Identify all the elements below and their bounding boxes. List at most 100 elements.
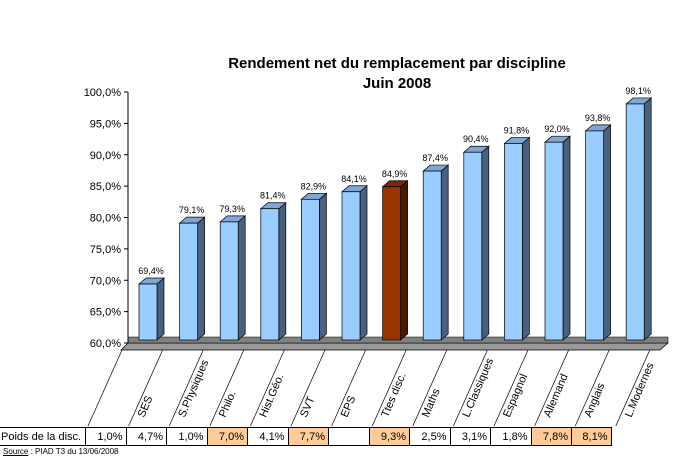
bar-side xyxy=(197,216,205,341)
table-row-label: Poids de la disc. xyxy=(0,427,85,446)
data-label: 79,1% xyxy=(179,205,205,215)
bar xyxy=(625,97,653,341)
data-label: 84,1% xyxy=(341,174,367,184)
bar-front xyxy=(504,143,523,341)
category-label: Espagnol xyxy=(501,372,530,419)
bar xyxy=(341,185,368,341)
category-label: Anglais xyxy=(582,381,607,419)
bar-side xyxy=(603,124,611,341)
category-label: Hist.Géo. xyxy=(258,372,287,419)
category-divider xyxy=(493,349,529,427)
bar-front xyxy=(625,103,645,341)
bar-front xyxy=(341,191,361,341)
bar-side xyxy=(359,185,368,341)
table-cell xyxy=(328,427,369,446)
category-label: L.Modernes xyxy=(623,361,657,420)
chart-floor xyxy=(120,342,669,351)
bar-front xyxy=(463,151,483,341)
bar-front xyxy=(179,222,198,341)
category-label: EPS xyxy=(339,394,359,419)
bar-front xyxy=(585,130,604,341)
table-cell: 9,3% xyxy=(368,427,409,446)
category-divider xyxy=(290,349,326,427)
data-label: 87,4% xyxy=(422,153,448,163)
bar-front xyxy=(301,198,320,341)
bar xyxy=(462,145,490,341)
category-divider xyxy=(534,349,569,427)
category-label: SVT xyxy=(298,395,318,420)
source-label: Source xyxy=(3,447,29,456)
table-cell: 1,8% xyxy=(490,427,531,446)
category-divider xyxy=(412,349,448,427)
table-cell: 7,7% xyxy=(287,427,328,446)
bar-chart: Rendement net du remplacement par discip… xyxy=(84,55,669,427)
bar xyxy=(544,135,571,341)
y-tick-label: 95,0% xyxy=(90,118,121,130)
bar-front xyxy=(219,221,239,341)
y-tick-label: 85,0% xyxy=(90,181,121,193)
chart-subtitle: Juin 2008 xyxy=(363,75,431,92)
data-label: 90,4% xyxy=(463,134,489,144)
table-cell: 1,0% xyxy=(166,427,207,446)
bar xyxy=(259,201,287,341)
bar-side xyxy=(400,179,408,341)
data-label: 81,4% xyxy=(260,191,286,201)
category-divider xyxy=(331,349,366,427)
bar-side xyxy=(278,201,287,341)
bar-front xyxy=(422,170,442,341)
category-divider xyxy=(168,349,204,427)
category-label: Allemand xyxy=(542,372,571,419)
data-label: 92,0% xyxy=(544,124,570,134)
table-cell: 1,0% xyxy=(85,427,126,446)
bar xyxy=(584,124,612,341)
bar xyxy=(300,192,328,341)
category-divider xyxy=(87,349,123,427)
category-label: S.Physiques xyxy=(176,358,211,419)
bar-front xyxy=(138,283,158,341)
category-divider xyxy=(371,349,407,427)
bar xyxy=(219,215,247,341)
data-label: 79,3% xyxy=(219,204,245,214)
category-label: SES xyxy=(136,394,156,419)
category-divider xyxy=(574,349,610,427)
data-label: 69,4% xyxy=(138,266,164,276)
bar xyxy=(381,179,409,341)
y-tick-label: 60,0% xyxy=(90,338,121,350)
y-tick-label: 100,0% xyxy=(84,87,122,99)
category-divider xyxy=(209,349,245,427)
bar-front xyxy=(260,208,280,341)
category-label: Ttes disc. xyxy=(379,371,408,419)
table-cell: 4,1% xyxy=(247,427,288,446)
category-divider xyxy=(453,349,488,427)
y-tick-label: 80,0% xyxy=(90,213,121,225)
bar xyxy=(178,216,206,341)
bar-side xyxy=(522,136,530,341)
bar xyxy=(503,136,531,341)
data-label: 84,9% xyxy=(382,169,408,179)
table-cell: 2,5% xyxy=(409,427,450,446)
bar-side xyxy=(562,135,571,341)
table-cell: 8,1% xyxy=(571,427,612,446)
bar-side xyxy=(319,192,327,341)
bar-side xyxy=(440,164,449,341)
y-tick-label: 65,0% xyxy=(90,307,121,319)
table-cell: 3,1% xyxy=(449,427,490,446)
category-label: L.Classiques xyxy=(461,356,497,419)
bar-front xyxy=(544,141,564,341)
bar-side xyxy=(156,277,165,341)
data-label: 93,8% xyxy=(585,113,611,123)
source-note: Source : PIAD T3 du 13/06/2008 xyxy=(3,447,119,456)
bar xyxy=(138,277,165,341)
bar xyxy=(422,164,450,341)
category-divider xyxy=(615,349,651,427)
bar-side xyxy=(237,215,246,341)
bar-side xyxy=(481,145,490,341)
y-tick-label: 90,0% xyxy=(90,150,121,162)
category-divider xyxy=(250,349,285,427)
table-cell: 7,8% xyxy=(530,427,571,446)
bar-front xyxy=(382,186,401,341)
chart-title: Rendement net du remplacement par discip… xyxy=(228,55,566,72)
table-cell: 4,7% xyxy=(125,427,166,446)
category-divider xyxy=(128,349,163,427)
y-tick-label: 75,0% xyxy=(90,244,121,256)
